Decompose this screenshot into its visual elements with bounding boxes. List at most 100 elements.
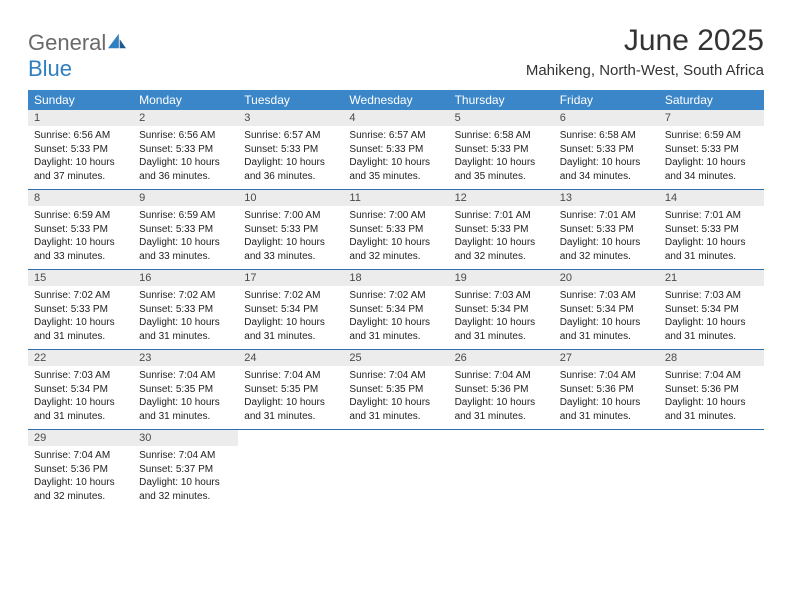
weekday-tuesday: Tuesday — [238, 90, 343, 110]
daylight-line2: and 35 minutes. — [455, 170, 548, 184]
week-row: 22Sunrise: 7:03 AMSunset: 5:34 PMDayligh… — [28, 350, 764, 430]
day-body: Sunrise: 7:00 AMSunset: 5:33 PMDaylight:… — [238, 206, 343, 263]
sunset-text: Sunset: 5:33 PM — [349, 143, 442, 157]
sunset-text: Sunset: 5:37 PM — [139, 463, 232, 477]
day-number: 22 — [28, 350, 133, 366]
daylight-line1: Daylight: 10 hours — [139, 476, 232, 490]
weekday-sunday: Sunday — [28, 90, 133, 110]
day-cell: 7Sunrise: 6:59 AMSunset: 5:33 PMDaylight… — [659, 110, 764, 189]
sunrise-text: Sunrise: 7:02 AM — [34, 289, 127, 303]
day-body: Sunrise: 7:04 AMSunset: 5:36 PMDaylight:… — [449, 366, 554, 423]
day-body: Sunrise: 7:02 AMSunset: 5:34 PMDaylight:… — [238, 286, 343, 343]
sunrise-text: Sunrise: 7:00 AM — [244, 209, 337, 223]
day-number: 29 — [28, 430, 133, 446]
day-number: 6 — [554, 110, 659, 126]
sunset-text: Sunset: 5:36 PM — [560, 383, 653, 397]
sunset-text: Sunset: 5:36 PM — [665, 383, 758, 397]
day-number: 15 — [28, 270, 133, 286]
day-cell: 20Sunrise: 7:03 AMSunset: 5:34 PMDayligh… — [554, 270, 659, 349]
daylight-line1: Daylight: 10 hours — [455, 236, 548, 250]
day-body: Sunrise: 6:59 AMSunset: 5:33 PMDaylight:… — [659, 126, 764, 183]
day-body: Sunrise: 7:01 AMSunset: 5:33 PMDaylight:… — [554, 206, 659, 263]
daylight-line2: and 37 minutes. — [34, 170, 127, 184]
location-text: Mahikeng, North-West, South Africa — [526, 62, 764, 79]
daylight-line2: and 31 minutes. — [665, 410, 758, 424]
day-number: 23 — [133, 350, 238, 366]
sunrise-text: Sunrise: 7:02 AM — [139, 289, 232, 303]
day-number: 10 — [238, 190, 343, 206]
daylight-line1: Daylight: 10 hours — [349, 236, 442, 250]
daylight-line2: and 31 minutes. — [349, 410, 442, 424]
sunrise-text: Sunrise: 7:03 AM — [560, 289, 653, 303]
day-body: Sunrise: 6:56 AMSunset: 5:33 PMDaylight:… — [133, 126, 238, 183]
weekday-friday: Friday — [554, 90, 659, 110]
day-cell: 10Sunrise: 7:00 AMSunset: 5:33 PMDayligh… — [238, 190, 343, 269]
day-cell: 21Sunrise: 7:03 AMSunset: 5:34 PMDayligh… — [659, 270, 764, 349]
daylight-line2: and 33 minutes. — [244, 250, 337, 264]
daylight-line1: Daylight: 10 hours — [455, 316, 548, 330]
day-number: 2 — [133, 110, 238, 126]
sunrise-text: Sunrise: 6:56 AM — [139, 129, 232, 143]
day-body: Sunrise: 7:04 AMSunset: 5:36 PMDaylight:… — [554, 366, 659, 423]
day-number: 8 — [28, 190, 133, 206]
sunrise-text: Sunrise: 7:04 AM — [34, 449, 127, 463]
sunset-text: Sunset: 5:34 PM — [455, 303, 548, 317]
week-row: 29Sunrise: 7:04 AMSunset: 5:36 PMDayligh… — [28, 430, 764, 509]
sunset-text: Sunset: 5:33 PM — [244, 223, 337, 237]
sunset-text: Sunset: 5:33 PM — [139, 143, 232, 157]
daylight-line2: and 31 minutes. — [244, 410, 337, 424]
sunrise-text: Sunrise: 6:59 AM — [139, 209, 232, 223]
daylight-line1: Daylight: 10 hours — [560, 156, 653, 170]
sunset-text: Sunset: 5:36 PM — [455, 383, 548, 397]
daylight-line1: Daylight: 10 hours — [34, 316, 127, 330]
daylight-line1: Daylight: 10 hours — [349, 156, 442, 170]
daylight-line1: Daylight: 10 hours — [244, 316, 337, 330]
daylight-line2: and 31 minutes. — [349, 330, 442, 344]
sunset-text: Sunset: 5:33 PM — [139, 303, 232, 317]
sunset-text: Sunset: 5:34 PM — [244, 303, 337, 317]
daylight-line2: and 33 minutes. — [139, 250, 232, 264]
day-number: 13 — [554, 190, 659, 206]
daylight-line1: Daylight: 10 hours — [139, 156, 232, 170]
daylight-line1: Daylight: 10 hours — [244, 236, 337, 250]
daylight-line1: Daylight: 10 hours — [665, 236, 758, 250]
day-body: Sunrise: 6:58 AMSunset: 5:33 PMDaylight:… — [554, 126, 659, 183]
sunset-text: Sunset: 5:33 PM — [34, 143, 127, 157]
day-body: Sunrise: 7:04 AMSunset: 5:35 PMDaylight:… — [133, 366, 238, 423]
weekday-saturday: Saturday — [659, 90, 764, 110]
week-row: 1Sunrise: 6:56 AMSunset: 5:33 PMDaylight… — [28, 110, 764, 190]
daylight-line2: and 31 minutes. — [560, 330, 653, 344]
day-body: Sunrise: 7:00 AMSunset: 5:33 PMDaylight:… — [343, 206, 448, 263]
daylight-line2: and 34 minutes. — [560, 170, 653, 184]
daylight-line2: and 31 minutes. — [139, 330, 232, 344]
day-number: 4 — [343, 110, 448, 126]
day-body: Sunrise: 7:01 AMSunset: 5:33 PMDaylight:… — [659, 206, 764, 263]
sunset-text: Sunset: 5:33 PM — [665, 143, 758, 157]
sunset-text: Sunset: 5:35 PM — [139, 383, 232, 397]
sunrise-text: Sunrise: 6:57 AM — [244, 129, 337, 143]
day-cell: 25Sunrise: 7:04 AMSunset: 5:35 PMDayligh… — [343, 350, 448, 429]
day-number: 14 — [659, 190, 764, 206]
daylight-line2: and 31 minutes. — [139, 410, 232, 424]
daylight-line2: and 31 minutes. — [455, 410, 548, 424]
day-number: 3 — [238, 110, 343, 126]
day-cell: 27Sunrise: 7:04 AMSunset: 5:36 PMDayligh… — [554, 350, 659, 429]
day-cell: 15Sunrise: 7:02 AMSunset: 5:33 PMDayligh… — [28, 270, 133, 349]
day-cell: 19Sunrise: 7:03 AMSunset: 5:34 PMDayligh… — [449, 270, 554, 349]
daylight-line1: Daylight: 10 hours — [139, 236, 232, 250]
day-cell: 29Sunrise: 7:04 AMSunset: 5:36 PMDayligh… — [28, 430, 133, 509]
day-cell — [554, 430, 659, 509]
weeks-container: 1Sunrise: 6:56 AMSunset: 5:33 PMDaylight… — [28, 110, 764, 509]
daylight-line1: Daylight: 10 hours — [455, 156, 548, 170]
day-cell: 23Sunrise: 7:04 AMSunset: 5:35 PMDayligh… — [133, 350, 238, 429]
sunset-text: Sunset: 5:33 PM — [455, 223, 548, 237]
day-body: Sunrise: 7:04 AMSunset: 5:36 PMDaylight:… — [659, 366, 764, 423]
sunset-text: Sunset: 5:33 PM — [244, 143, 337, 157]
calendar-page: General Blue June 2025 Mahikeng, North-W… — [0, 0, 792, 509]
day-number: 27 — [554, 350, 659, 366]
sunrise-text: Sunrise: 7:04 AM — [455, 369, 548, 383]
day-cell: 5Sunrise: 6:58 AMSunset: 5:33 PMDaylight… — [449, 110, 554, 189]
daylight-line1: Daylight: 10 hours — [139, 316, 232, 330]
day-body: Sunrise: 7:04 AMSunset: 5:37 PMDaylight:… — [133, 446, 238, 503]
daylight-line2: and 32 minutes. — [34, 490, 127, 504]
